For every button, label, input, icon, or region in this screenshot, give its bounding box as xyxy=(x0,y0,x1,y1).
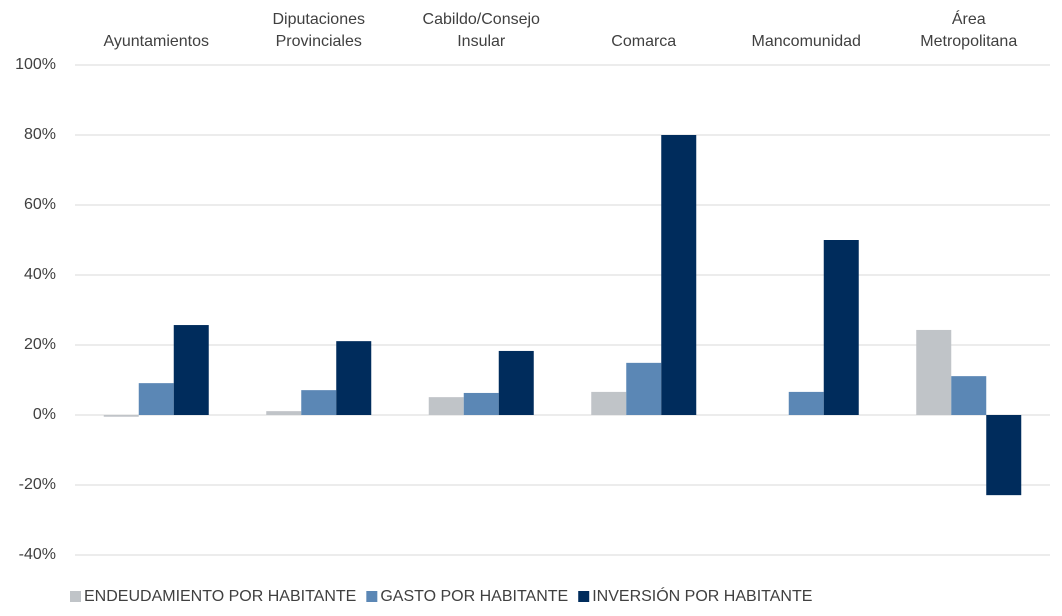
legend-label: GASTO POR HABITANTE xyxy=(380,588,568,605)
bar xyxy=(266,411,302,415)
legend-label: INVERSIÓN POR HABITANTE xyxy=(592,586,812,605)
y-tick-label: 40% xyxy=(24,266,56,283)
y-tick-label: 80% xyxy=(24,126,56,143)
bar xyxy=(591,391,627,415)
y-tick-label: 20% xyxy=(24,336,56,353)
y-tick-label: -40% xyxy=(19,546,56,563)
x-tick-label: Mancomunidad xyxy=(752,33,861,50)
bar xyxy=(498,350,534,415)
bar xyxy=(336,341,372,415)
legend-swatch xyxy=(70,591,81,602)
legend-label: ENDEUDAMIENTO POR HABITANTE xyxy=(84,588,356,605)
bar xyxy=(463,392,499,415)
x-tick-label: Cabildo/Consejo Insular xyxy=(423,11,541,50)
bar xyxy=(301,390,337,415)
x-tick-label: Diputaciones Provinciales xyxy=(273,11,366,50)
bar xyxy=(823,240,859,415)
legend-swatch xyxy=(366,591,378,602)
y-tick-label: 60% xyxy=(24,196,56,213)
x-tick-label: Comarca xyxy=(611,33,676,50)
legend-swatch xyxy=(578,591,590,602)
bar xyxy=(986,415,1022,496)
bar xyxy=(788,391,824,415)
bar xyxy=(138,383,174,415)
bar xyxy=(173,325,209,415)
x-tick-label: Ayuntamientos xyxy=(103,33,209,50)
bar xyxy=(916,329,952,415)
x-tick-label: Área Metropolitana xyxy=(920,9,1017,50)
y-tick-label: 0% xyxy=(33,406,56,423)
bar xyxy=(626,362,662,415)
bar xyxy=(661,135,697,415)
bar xyxy=(103,415,139,417)
bar xyxy=(428,397,464,415)
y-tick-label: 100% xyxy=(15,56,56,73)
bar xyxy=(951,376,987,415)
y-tick-label: -20% xyxy=(19,476,56,493)
